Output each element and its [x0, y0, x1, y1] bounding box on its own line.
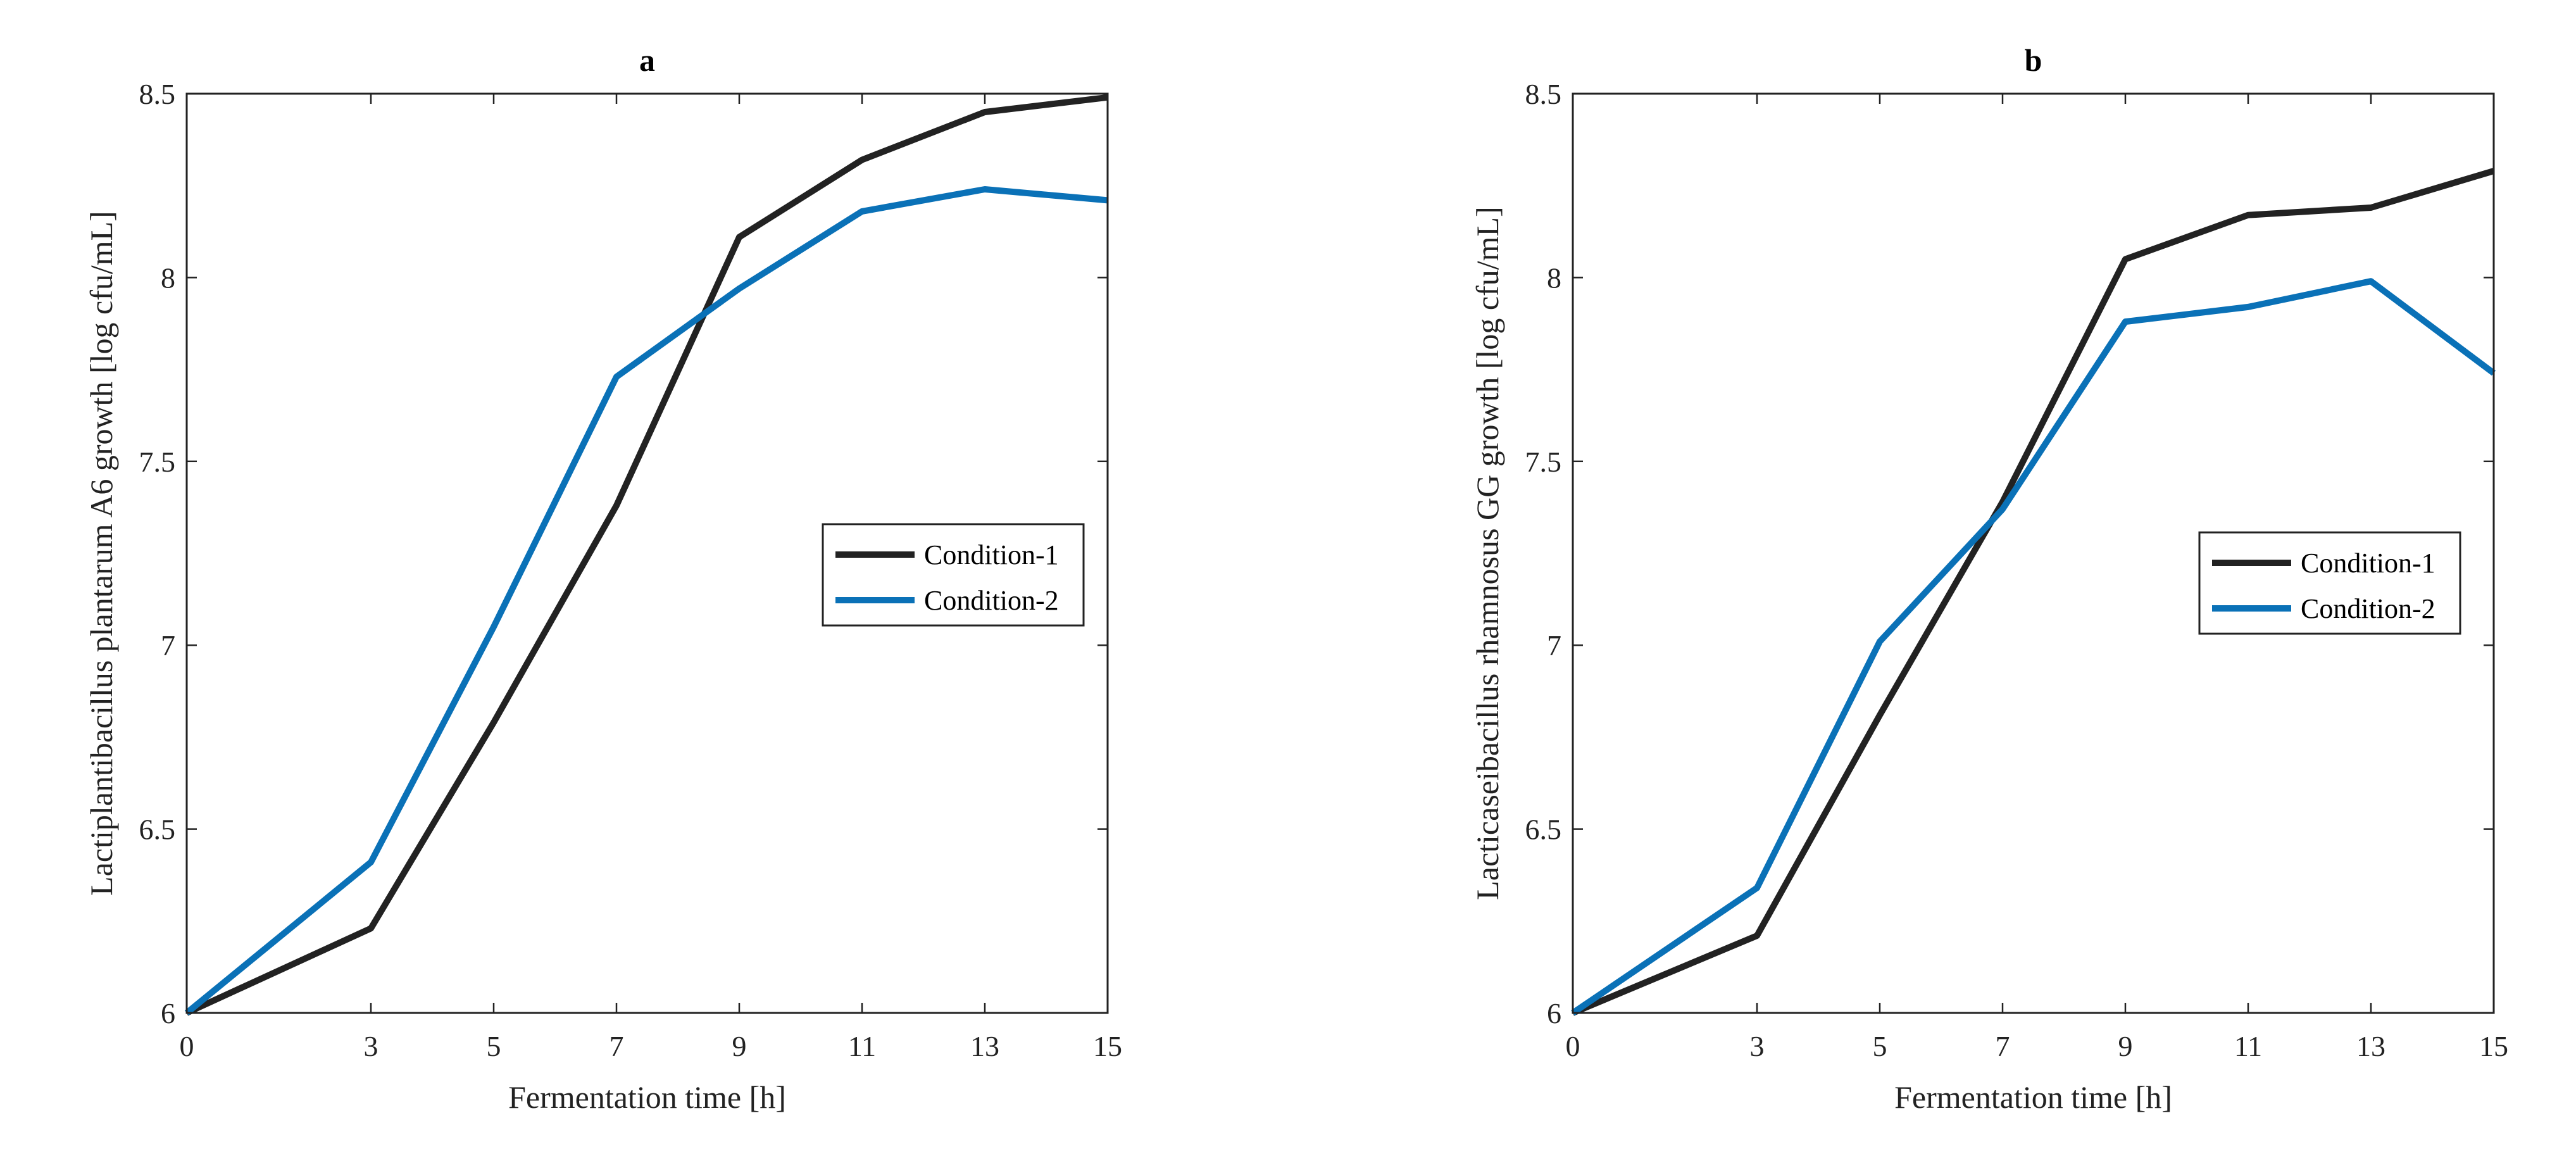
y-tick-label: 6.5: [1525, 814, 1562, 846]
y-tick-label: 8.5: [139, 78, 176, 110]
legend-label: Condition-2: [2301, 593, 2435, 624]
y-tick-label: 7.5: [139, 446, 176, 478]
x-tick-label: 7: [610, 1030, 624, 1062]
x-tick-label: 15: [1093, 1030, 1122, 1062]
x-axis-label: Fermentation time [h]: [508, 1079, 786, 1115]
plot-frame: [1572, 92, 2495, 1014]
series-line-condition-2: [1571, 278, 2496, 1016]
y-tick-label: 8: [1547, 261, 1561, 294]
chart-panel-b: 0 3 5 7 9 11 13 15 6 6.5 7 7.5 8 8.5 b Fermentation tim…: [1470, 42, 2508, 1115]
x-tick-label: 9: [732, 1030, 747, 1062]
x-tick-label: 13: [970, 1030, 999, 1062]
y-tick-label: 7.5: [1525, 446, 1562, 478]
y-axis-label: Lacticaseibacillus rhamnosus GG growth […: [1470, 206, 1505, 900]
x-tick-label: 3: [1750, 1030, 1765, 1062]
series-line-condition-1: [1572, 168, 2495, 1016]
y-tick-label: 6.5: [139, 814, 176, 846]
chart-panel-a: 0 3 5 7 9 11 13 15 6 6.5 7 7.5 8 8.5 a Fermentation tim…: [84, 42, 1122, 1115]
y-axis-label: Lactiplantibacillus plantarum A6 growth …: [84, 211, 119, 896]
x-tick-label: 15: [2479, 1030, 2508, 1062]
legend-box: [2198, 531, 2461, 635]
y-tick-label: 8: [161, 261, 175, 294]
y-tick-label: 8.5: [1525, 78, 1562, 110]
series-line-condition-2: [184, 186, 1108, 1015]
x-tick-label: 0: [180, 1030, 194, 1062]
y-tick-label: 6: [161, 997, 175, 1029]
y-tick-label: 7: [161, 629, 175, 662]
x-tick-label: 0: [1566, 1030, 1580, 1062]
x-tick-label: 7: [1996, 1030, 2010, 1062]
x-tick-label: 13: [2356, 1030, 2385, 1062]
x-tick-label: 5: [1873, 1030, 1887, 1062]
legend: Condition-1 Condition-2: [2198, 531, 2461, 635]
y-tick-label: 7: [1547, 629, 1561, 662]
panel-title: a: [639, 42, 655, 78]
legend-label: Condition-1: [2301, 548, 2435, 579]
legend-label: Condition-1: [924, 539, 1059, 570]
y-tick-label: 6: [1547, 997, 1561, 1029]
x-tick-label: 3: [364, 1030, 378, 1062]
legend: Condition-1 Condition-2: [822, 523, 1085, 627]
x-axis-label: Fermentation time [h]: [1894, 1079, 2172, 1115]
x-tick-label: 9: [2118, 1030, 2133, 1062]
x-tick-label: 11: [848, 1030, 876, 1062]
x-tick-label: 5: [487, 1030, 501, 1062]
x-tick-label: 11: [2234, 1030, 2262, 1062]
legend-label: Condition-2: [924, 585, 1059, 616]
panel-title: b: [2025, 42, 2042, 78]
plot-frame: [185, 92, 1109, 1014]
legend-box: [822, 523, 1085, 627]
series-line-condition-1: [185, 94, 1108, 1016]
